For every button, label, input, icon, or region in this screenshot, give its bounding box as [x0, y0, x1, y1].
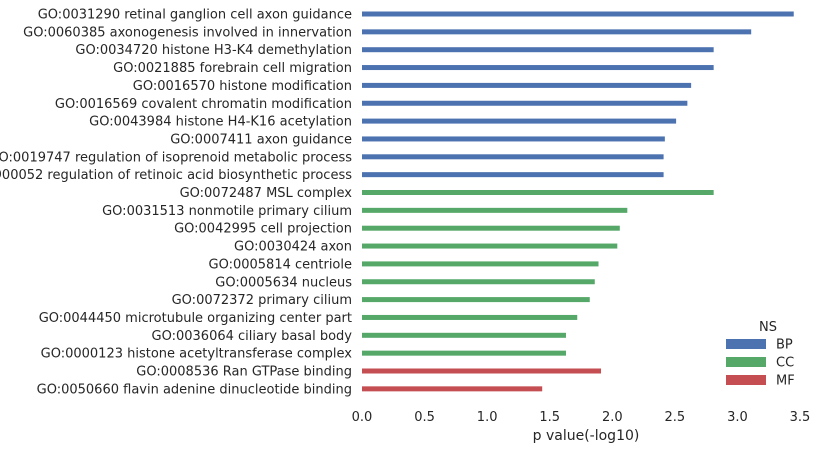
y-tick-label: GO:0036064 ciliary basal body: [152, 329, 353, 344]
y-tick-label: GO:0031290 retinal ganglion cell axon gu…: [38, 8, 352, 23]
bar-bp: [362, 154, 664, 160]
legend-label-cc: CC: [776, 356, 794, 371]
x-tick-label: 3.0: [727, 410, 748, 425]
bar-cc: [362, 332, 566, 338]
bar-bp: [362, 118, 677, 124]
y-tick-label: GO:0044450 microtubule organizing center…: [39, 311, 352, 326]
y-tick-label: GO:0043984 histone H4-K16 acetylation: [89, 115, 352, 130]
y-tick-label: GO:0008536 Ran GTPase binding: [136, 365, 352, 380]
y-tick-label: GO:0034720 histone H3-K4 demethylation: [75, 43, 352, 58]
y-tick-label: GO:0031513 nonmotile primary cilium: [102, 204, 352, 219]
bar-bp: [362, 100, 688, 106]
bars-group: [362, 11, 794, 392]
bar-bp: [362, 47, 714, 53]
bar-cc: [362, 225, 620, 231]
y-tick-label: GO:0060385 axonogenesis involved in inne…: [23, 25, 352, 40]
bar-cc: [362, 279, 595, 285]
legend-swatch-cc: [726, 357, 766, 367]
bar-bp: [362, 11, 794, 17]
y-tick-label: GO:0016569 covalent chromatin modificati…: [55, 97, 352, 112]
y-tick-label: GO:0016570 histone modification: [133, 79, 352, 94]
y-tick-label: GO:0050660 flavin adenine dinucleotide b…: [37, 382, 352, 397]
y-tick-label: GO:0030424 axon: [234, 240, 352, 255]
y-tick-label: GO:0019747 regulation of isoprenoid meta…: [0, 150, 352, 165]
y-tick-label: GO:0072487 MSL complex: [180, 186, 353, 201]
x-tick-label: 0.0: [352, 410, 373, 425]
bar-cc: [362, 207, 628, 213]
y-tick-label: GO:0021885 forebrain cell migration: [113, 61, 352, 76]
x-tick-label: 0.5: [414, 410, 435, 425]
legend-swatch-mf: [726, 375, 766, 385]
bar-cc: [362, 350, 566, 356]
bar-cc: [362, 190, 714, 195]
x-tick-labels: 0.0 0.5 1.0 1.5 2.0 2.5 3.0 3.5: [352, 410, 811, 425]
y-tick-label: GO:0005634 nucleus: [215, 275, 352, 290]
y-tick-label: GO:0000123 histone acetyltransferase com…: [41, 347, 353, 362]
bar-cc: [362, 297, 590, 303]
x-tick-label: 2.0: [602, 410, 623, 425]
bar-mf: [362, 368, 602, 374]
x-tick-label: 1.5: [539, 410, 560, 425]
x-tick-label: 3.5: [790, 410, 811, 425]
y-tick-label: GO:0072372 primary cilium: [172, 293, 352, 308]
legend-title: NS: [759, 320, 777, 335]
legend: NS BP CC MF: [726, 320, 795, 389]
legend-label-mf: MF: [776, 374, 795, 389]
bar-bp: [362, 82, 692, 88]
x-tick-label: 1.0: [477, 410, 498, 425]
bar-cc: [362, 314, 578, 320]
x-tick-label: 2.5: [665, 410, 686, 425]
bar-mf: [362, 386, 543, 392]
bar-bp: [362, 65, 714, 71]
bar-bp: [362, 29, 752, 35]
bar-cc: [362, 261, 599, 267]
bar-bp: [362, 172, 664, 178]
y-tick-label: GO:0007411 axon guidance: [170, 132, 352, 147]
legend-label-bp: BP: [776, 338, 793, 353]
legend-swatch-bp: [726, 339, 766, 349]
bar-bp: [362, 136, 665, 142]
y-tick-label: GO:0042995 cell projection: [174, 222, 352, 237]
y-tick-labels: GO:0031290 retinal ganglion cell axon gu…: [0, 8, 352, 398]
y-tick-label: GO:1900052 regulation of retinoic acid b…: [0, 168, 352, 183]
bar-cc: [362, 243, 618, 249]
y-tick-label: GO:0005814 centriole: [209, 257, 353, 272]
x-axis-label: p value(-log10): [533, 428, 640, 444]
